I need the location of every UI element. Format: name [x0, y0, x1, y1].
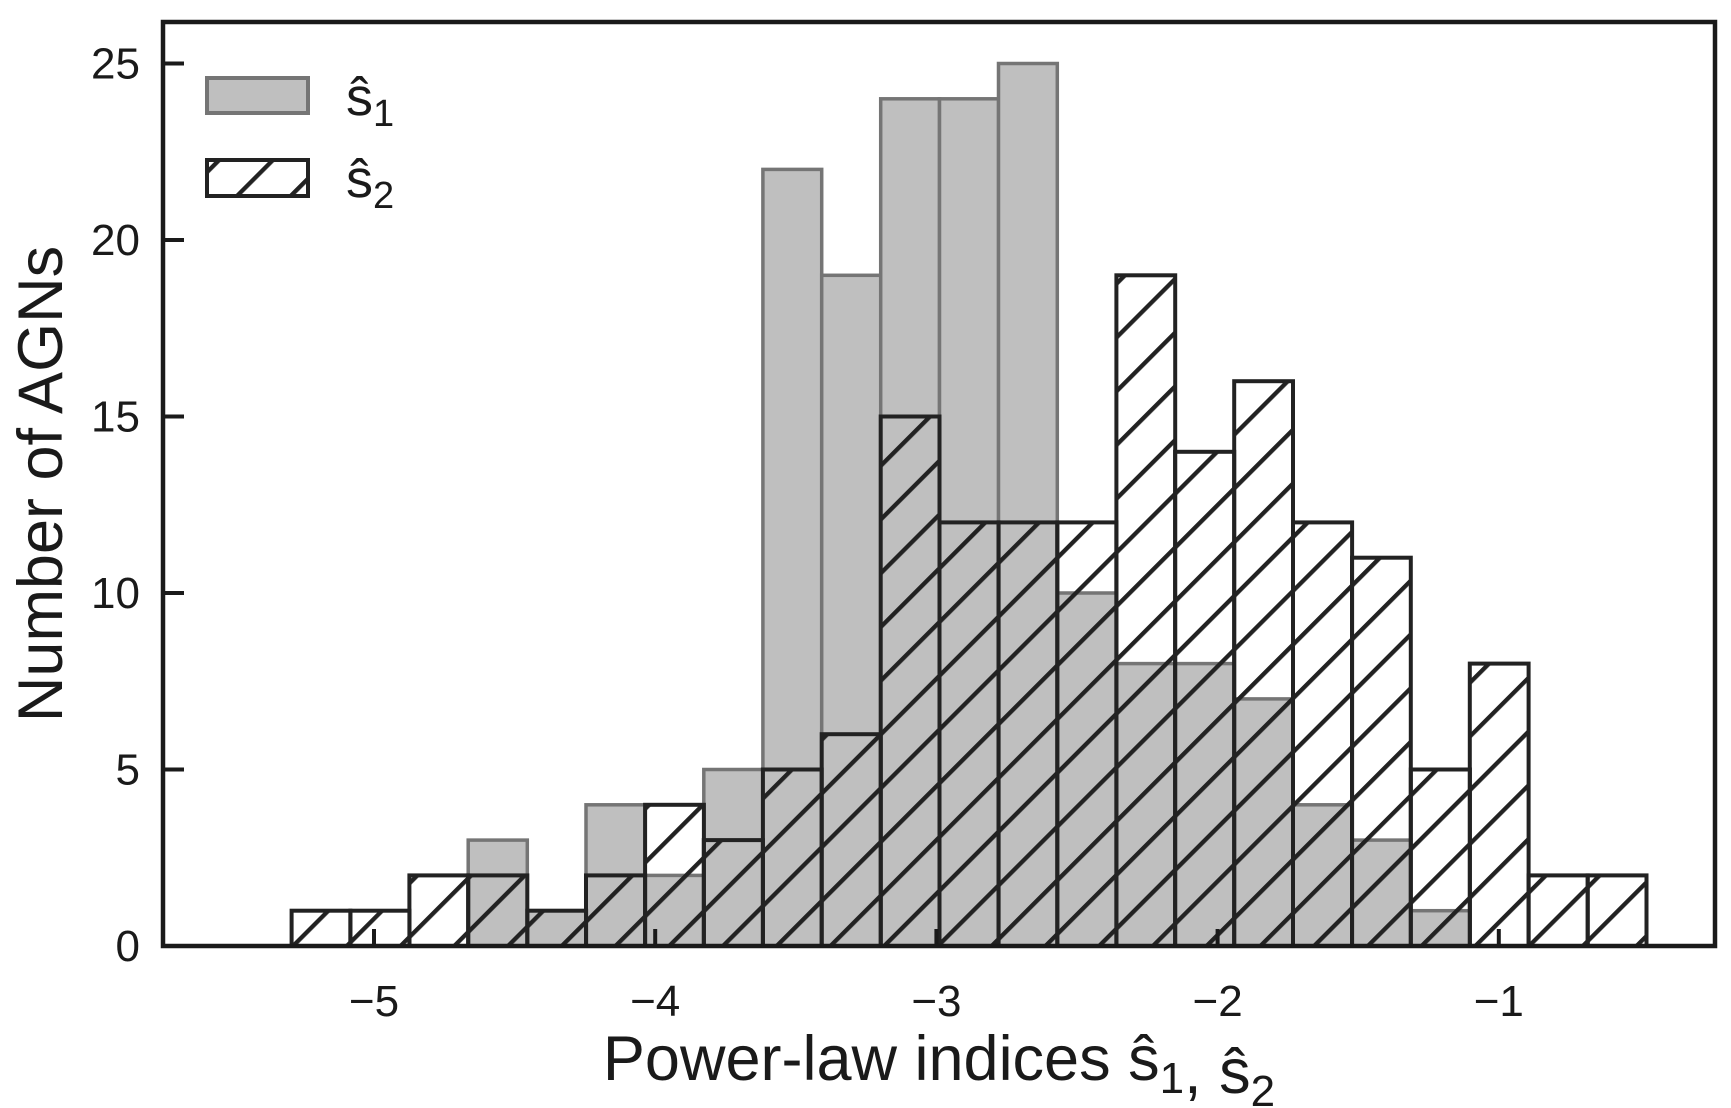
bar-s2 [1114, 273, 1178, 948]
x-tick-label: −2 [1193, 977, 1243, 1026]
y-tick-label: 10 [91, 569, 140, 618]
legend-swatch-s1 [205, 76, 310, 115]
bar-s2 [701, 838, 765, 948]
bar-s2 [348, 908, 412, 949]
bar-s2 [937, 520, 1001, 949]
bar-s2 [1350, 555, 1413, 948]
bar-s2 [819, 732, 883, 949]
bar-s2 [1585, 873, 1649, 949]
bar-s2 [1408, 767, 1472, 948]
label-part: Power-law indices ŝ [603, 1024, 1160, 1094]
y-tick-label: 20 [91, 216, 140, 265]
bar-s2 [996, 520, 1060, 949]
label-part: 1 [1160, 1054, 1184, 1103]
y-tick-label: 0 [116, 922, 140, 971]
bar-s2 [1232, 379, 1295, 948]
y-tick-label: 5 [116, 746, 140, 795]
label-part: ŝ [346, 149, 373, 209]
bar-s2 [878, 414, 942, 948]
label-part: , ŝ [1184, 1037, 1251, 1107]
legend-label: ŝ1 [346, 67, 394, 135]
bar-s2 [1055, 520, 1119, 949]
bar-s2 [584, 873, 648, 949]
x-tick-label: −5 [349, 977, 399, 1026]
bar-s2 [1467, 661, 1531, 948]
x-tick-label: −3 [911, 977, 961, 1026]
bar-s2 [1291, 520, 1355, 949]
label-part: 2 [1251, 1067, 1275, 1108]
y-tick-label: 15 [91, 393, 140, 442]
y-axis-label: Number of AGNs [6, 246, 76, 722]
plot-box [160, 19, 1718, 949]
bar-s2 [289, 908, 353, 949]
x-axis-label: Power-law indices ŝ1, ŝ2 [603, 1024, 1275, 1108]
y-tick-label: 25 [91, 40, 140, 89]
legend-swatch-s2 [205, 158, 310, 198]
series-s2-bars [289, 273, 1649, 949]
bar-s2 [466, 873, 530, 949]
x-tick-label: −1 [1474, 977, 1524, 1026]
bar-s2 [407, 873, 471, 949]
legend-label: ŝ2 [346, 149, 394, 217]
bar-s2 [760, 767, 824, 948]
axes: −5 −4 −3 −2 −1 0 5 10 15 20 25 [91, 19, 1718, 1026]
bar-s2 [1173, 449, 1237, 948]
bar-s2 [1526, 873, 1590, 949]
bar-s2 [643, 802, 706, 948]
label-part: ŝ [346, 67, 373, 127]
bar-s2 [525, 908, 589, 949]
x-tick-label: −4 [630, 977, 680, 1026]
label-part: 1 [373, 93, 394, 135]
label-part: 2 [373, 175, 394, 217]
